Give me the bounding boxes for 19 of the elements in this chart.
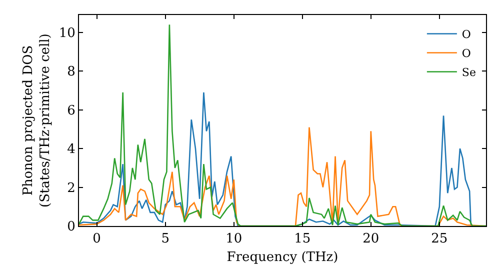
- x-tick-label: 15: [294, 232, 311, 247]
- y-tick-label: 4: [67, 142, 76, 158]
- x-tick-label: 25: [431, 232, 448, 247]
- x-tick-label: 0: [92, 232, 101, 247]
- legend-label: Se: [462, 66, 476, 80]
- y-tick-label: 8: [67, 64, 76, 80]
- y-tick-label: 6: [67, 103, 76, 118]
- y-tick-label: 10: [58, 26, 76, 41]
- legend-label: O: [462, 47, 471, 60]
- x-tick-label: 5: [161, 232, 170, 247]
- line-series: [79, 126, 486, 226]
- y-axis-title: Phonon projected DOS (States/THz·primitive cell): [20, 33, 53, 208]
- legend-label: O: [462, 28, 471, 42]
- y-tick-label: 2: [67, 180, 76, 196]
- x-axis-title: Frequency (THz): [226, 250, 338, 266]
- line-series: [79, 24, 486, 226]
- x-tick-label: 20: [362, 232, 380, 247]
- y-tick-label: 0: [67, 220, 76, 235]
- x-tick-label: 10: [226, 232, 242, 247]
